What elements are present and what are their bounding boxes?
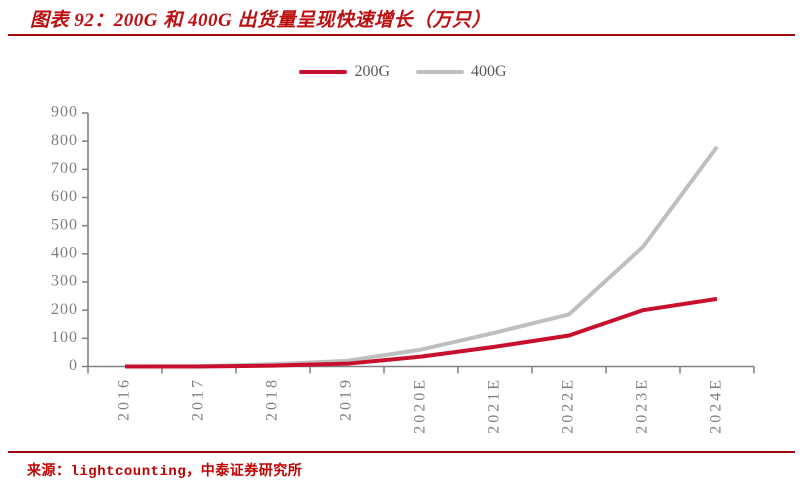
svg-text:100: 100 — [51, 329, 78, 346]
line-chart-plot-area: 0 100 200 300 400 500 600 700 800 900 2016 2017 2018… — [0, 90, 806, 450]
svg-text:800: 800 — [51, 132, 78, 149]
title-rule-divider — [8, 34, 795, 36]
svg-text:2019: 2019 — [338, 377, 355, 421]
svg-text:900: 900 — [51, 104, 78, 121]
svg-text:2020E: 2020E — [412, 377, 429, 434]
svg-text:200: 200 — [51, 301, 78, 318]
svg-text:700: 700 — [51, 160, 78, 177]
legend-label-200g: 200G — [354, 63, 390, 80]
legend-label-400g: 400G — [471, 63, 507, 80]
svg-text:2021E: 2021E — [486, 377, 503, 434]
svg-text:400: 400 — [51, 245, 78, 262]
svg-text:0: 0 — [69, 357, 78, 374]
svg-text:2022E: 2022E — [560, 377, 577, 434]
source-note: 来源：lightcounting，中泰证券研究所 — [27, 464, 303, 480]
svg-text:2018: 2018 — [264, 377, 281, 421]
legend-item-400g: 400G — [416, 63, 507, 81]
svg-text:2017: 2017 — [190, 377, 207, 421]
chart-title: 图表 92：200G 和 400G 出货量呈现快速增长（万只） — [30, 10, 491, 31]
legend-swatch-400g-line — [416, 70, 464, 74]
legend-swatch-200g-line — [299, 70, 348, 74]
chart-legend: 200G 400G — [0, 63, 806, 81]
svg-text:2024E: 2024E — [708, 377, 725, 434]
svg-text:2016: 2016 — [116, 377, 133, 421]
svg-text:2023E: 2023E — [634, 377, 651, 434]
svg-text:300: 300 — [51, 273, 78, 290]
svg-text:600: 600 — [51, 188, 78, 205]
line-chart-svg: 0 100 200 300 400 500 600 700 800 900 2016 2017 2018… — [51, 104, 755, 434]
svg-text:500: 500 — [51, 216, 78, 233]
source-rule-divider — [8, 451, 795, 453]
legend-item-200g: 200G — [299, 63, 390, 81]
